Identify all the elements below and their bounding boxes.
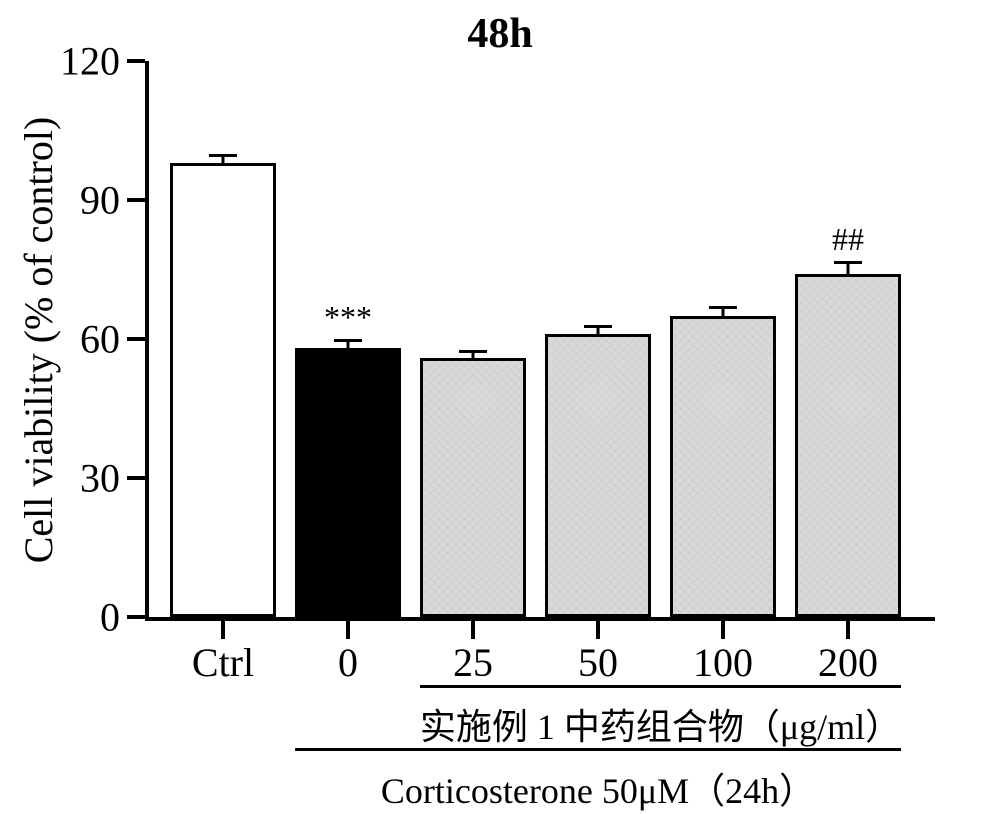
- y-tick-label: 90: [55, 177, 120, 224]
- group-bracket-line: [420, 685, 901, 688]
- error-bar-cap: [834, 261, 862, 264]
- bar: [795, 274, 901, 617]
- group-label: Corticosterone 50μM（24h）: [381, 762, 815, 814]
- y-tick: [127, 337, 145, 341]
- y-tick: [127, 59, 145, 63]
- y-tick: [127, 476, 145, 480]
- x-tick-label: Ctrl: [192, 639, 254, 686]
- y-tick-label: 60: [55, 316, 120, 363]
- y-tick-label: 30: [55, 455, 120, 502]
- chart-title: 48h: [0, 10, 1000, 58]
- x-tick: [846, 621, 850, 639]
- y-tick-label: 120: [55, 38, 120, 85]
- y-axis-line: [145, 61, 149, 617]
- plot-area: 0306090120***##: [145, 61, 935, 617]
- chart-container: 48h Cell viability (% of control) 030609…: [0, 0, 1000, 814]
- x-tick: [471, 621, 475, 639]
- x-tick-label: 100: [693, 639, 753, 686]
- group-label: 实施例 1 中药组合物（μg/ml）: [420, 698, 901, 750]
- x-tick: [221, 621, 225, 639]
- x-tick-label: 25: [453, 639, 493, 686]
- bar: [295, 348, 401, 617]
- error-bar-cap: [209, 154, 237, 157]
- bar: [670, 316, 776, 617]
- error-bar-cap: [459, 350, 487, 353]
- bar-annotation: ##: [832, 221, 864, 258]
- x-tick: [346, 621, 350, 639]
- bar: [420, 358, 526, 617]
- y-tick: [127, 198, 145, 202]
- bar-annotation: ***: [324, 299, 372, 336]
- x-tick-label: 50: [578, 639, 618, 686]
- x-tick-label: 0: [338, 639, 358, 686]
- y-tick-label: 0: [55, 594, 120, 641]
- x-tick-label: 200: [818, 639, 878, 686]
- bar: [545, 334, 651, 617]
- x-axis-line: [145, 617, 935, 621]
- x-tick: [721, 621, 725, 639]
- x-tick: [596, 621, 600, 639]
- error-bar-cap: [334, 339, 362, 342]
- group-bracket-line: [295, 748, 901, 751]
- error-bar-cap: [709, 306, 737, 309]
- error-bar-cap: [584, 325, 612, 328]
- bar: [170, 163, 276, 617]
- y-tick: [127, 615, 145, 619]
